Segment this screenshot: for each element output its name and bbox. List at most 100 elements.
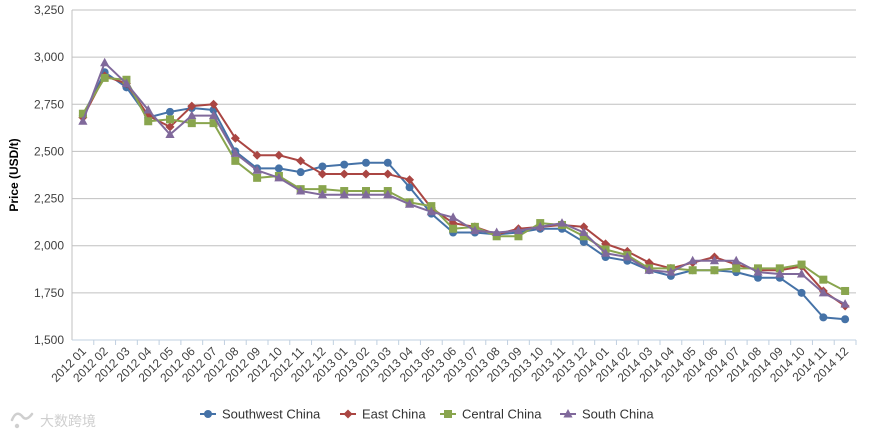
data-point [296, 156, 306, 166]
data-point [470, 225, 480, 235]
data-point [78, 116, 88, 125]
data-point [579, 222, 589, 232]
data-point [121, 78, 132, 88]
data-point [209, 119, 218, 128]
y-tick-label: 1,500 [34, 333, 64, 347]
data-point [383, 158, 392, 167]
data-point [731, 255, 741, 265]
data-point [449, 224, 458, 233]
data-point [688, 255, 698, 265]
data-point [361, 189, 371, 199]
data-point [405, 183, 414, 192]
data-point [427, 202, 436, 211]
data-point [796, 269, 807, 278]
data-point [841, 286, 850, 295]
data-point [535, 221, 545, 231]
data-point [274, 172, 284, 182]
data-point [753, 267, 763, 276]
data-point [579, 227, 589, 237]
data-point [100, 57, 110, 67]
data-point [231, 156, 240, 165]
data-point [144, 117, 153, 126]
legend-marker [563, 409, 573, 418]
data-point [318, 162, 327, 171]
legend-marker [343, 409, 353, 419]
data-point [622, 252, 632, 261]
data-point [187, 101, 197, 111]
data-point [797, 288, 806, 297]
data-point [317, 169, 327, 179]
data-point [710, 266, 719, 275]
legend-label: East China [362, 407, 426, 422]
y-tick-label: 3,000 [34, 50, 64, 64]
data-point [165, 122, 175, 132]
data-point [208, 110, 219, 120]
data-point [666, 267, 676, 276]
data-point [274, 150, 284, 160]
y-tick-label: 2,250 [34, 192, 64, 206]
data-point [166, 107, 174, 116]
data-point [339, 189, 349, 199]
y-tick-label: 2,000 [34, 239, 64, 253]
y-tick-label: 3,250 [34, 3, 64, 17]
legend-marker [204, 410, 212, 418]
data-point [209, 99, 219, 109]
data-point [557, 218, 567, 227]
data-point [383, 169, 393, 179]
data-point [296, 168, 305, 177]
y-axis: 1,500 1,750 2,000 2,250 2,500 2,750 3,000 3,250 [34, 3, 73, 347]
data-point [841, 315, 850, 324]
series-line [81, 71, 846, 321]
data-point [383, 189, 393, 199]
y-tick-label: 2,500 [34, 144, 64, 158]
data-point [448, 212, 458, 221]
watermark: 大数跨境 [10, 412, 96, 430]
data-point [253, 173, 262, 182]
data-point [296, 186, 306, 195]
legend: Southwest China East China Central China So… [200, 407, 654, 422]
data-point [600, 248, 611, 257]
series-line [82, 76, 846, 292]
data-point [775, 269, 785, 278]
data-point [819, 313, 828, 322]
y-tick-label: 2,750 [34, 97, 64, 111]
legend-label: Central China [462, 407, 542, 422]
data-point [339, 169, 349, 179]
data-point [143, 104, 153, 114]
data-point [492, 232, 501, 241]
data-point [362, 158, 370, 167]
data-point [775, 264, 784, 273]
data-point [187, 119, 196, 128]
legend-item: Southwest China [200, 407, 321, 422]
series-line [81, 61, 846, 306]
legend-item: Central China [440, 407, 542, 422]
data-point [514, 232, 523, 241]
data-point [274, 164, 283, 173]
data-point [165, 129, 175, 138]
series-layer [78, 57, 850, 324]
data-point [644, 265, 654, 274]
data-point [187, 110, 197, 120]
legend-label: Southwest China [222, 407, 321, 422]
data-point [579, 232, 588, 241]
data-point [252, 150, 262, 160]
y-tick-label: 1,750 [34, 286, 64, 300]
grid-lines [72, 9, 856, 341]
series-south-china [78, 57, 850, 308]
data-point [100, 73, 109, 82]
data-point [166, 115, 174, 124]
legend-label: South China [582, 407, 654, 422]
data-point [230, 133, 240, 143]
data-point [361, 169, 371, 179]
data-point [754, 273, 762, 282]
watermark-logo-icon [10, 412, 34, 429]
data-point [732, 264, 741, 273]
data-point [492, 227, 502, 237]
watermark-text: 大数跨境 [40, 414, 96, 430]
data-point [317, 189, 328, 199]
data-point [78, 109, 87, 118]
data-point [252, 165, 262, 174]
